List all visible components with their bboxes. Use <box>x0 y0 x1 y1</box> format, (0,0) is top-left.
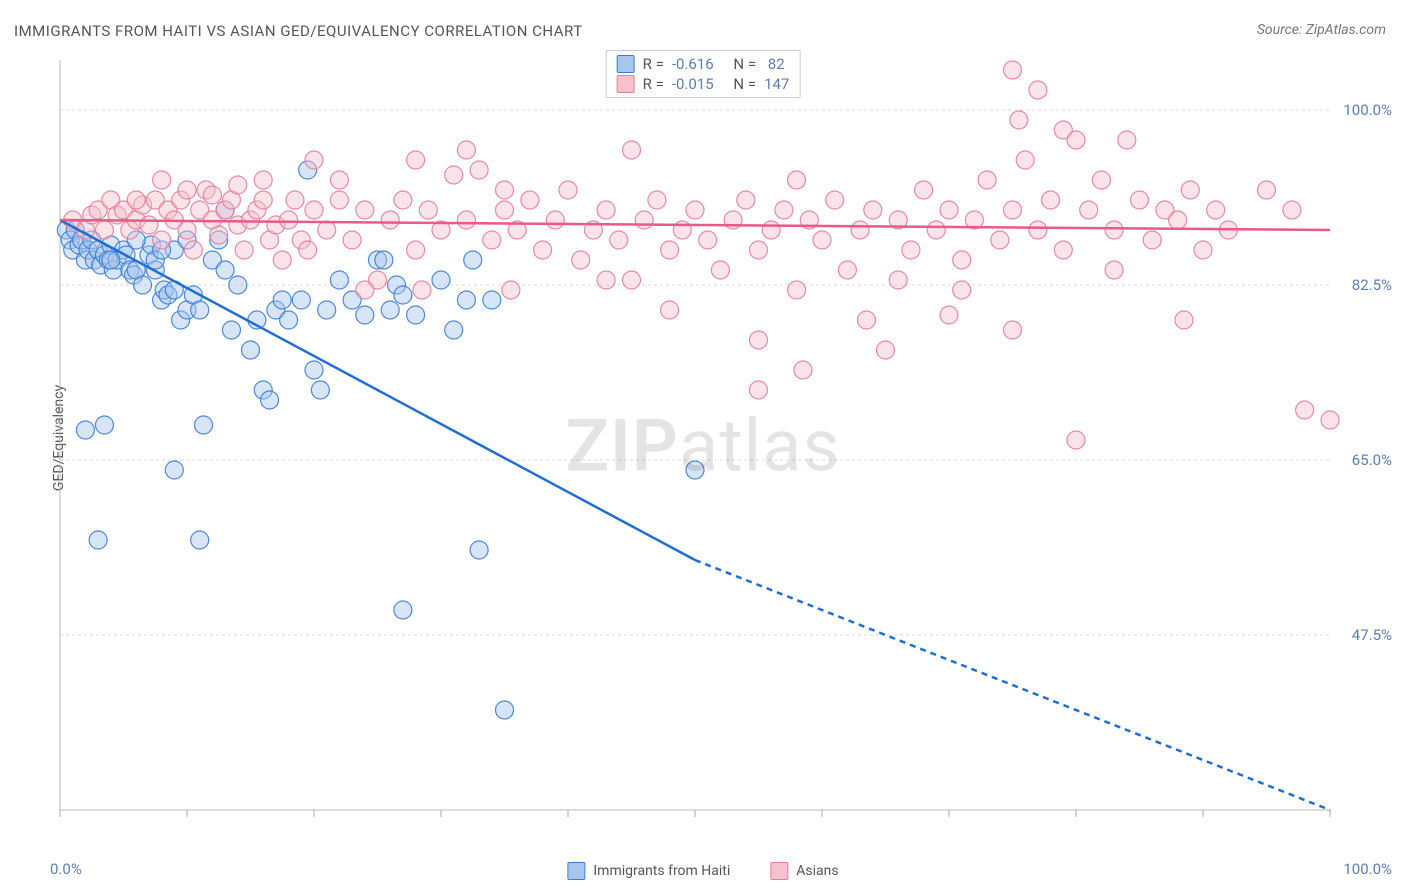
legend-item-haiti: Immigrants from Haiti <box>567 862 730 880</box>
stats-row-asians: R = -0.015 N = 147 <box>617 75 790 93</box>
stats-n-val-1: 147 <box>764 75 789 93</box>
stats-n-label-0: N = <box>733 55 756 73</box>
y-tick-label: 65.0% <box>1352 451 1392 469</box>
x-origin-label: 0.0% <box>50 860 82 878</box>
stats-row-haiti: R = -0.616 N = 82 <box>617 55 790 73</box>
stats-swatch-haiti <box>617 55 635 73</box>
y-tick-label: 47.5% <box>1352 626 1392 644</box>
source-link[interactable]: ZipAtlas.com <box>1306 22 1386 38</box>
stats-n-val-0: 82 <box>764 55 785 73</box>
stats-swatch-asians <box>617 75 635 93</box>
legend-swatch-haiti <box>567 862 585 880</box>
stats-r-label-1: R = <box>643 75 664 93</box>
bottom-legend: Immigrants from Haiti Asians <box>567 862 838 880</box>
legend-swatch-asians <box>770 862 788 880</box>
chart-container: IMMIGRANTS FROM HAITI VS ASIAN GED/EQUIV… <box>0 0 1406 892</box>
source-label: Source: <box>1257 22 1302 38</box>
y-tick-label: 100.0% <box>1343 101 1392 119</box>
stats-n-label-1: N = <box>733 75 756 93</box>
legend-item-asians: Asians <box>770 862 838 880</box>
legend-label-haiti: Immigrants from Haiti <box>593 863 730 879</box>
source-credit: Source: ZipAtlas.com <box>1257 22 1386 38</box>
legend-label-asians: Asians <box>796 863 838 879</box>
stats-legend: R = -0.616 N = 82 R = -0.015 N = 147 <box>606 50 801 98</box>
stats-r-val-0: -0.616 <box>672 55 714 73</box>
x-max-label: 100.0% <box>1343 860 1392 878</box>
scatter-plot <box>50 50 1390 840</box>
chart-title: IMMIGRANTS FROM HAITI VS ASIAN GED/EQUIV… <box>14 22 583 40</box>
y-tick-label: 82.5% <box>1352 276 1392 294</box>
stats-r-label-0: R = <box>643 55 664 73</box>
stats-r-val-1: -0.015 <box>672 75 714 93</box>
